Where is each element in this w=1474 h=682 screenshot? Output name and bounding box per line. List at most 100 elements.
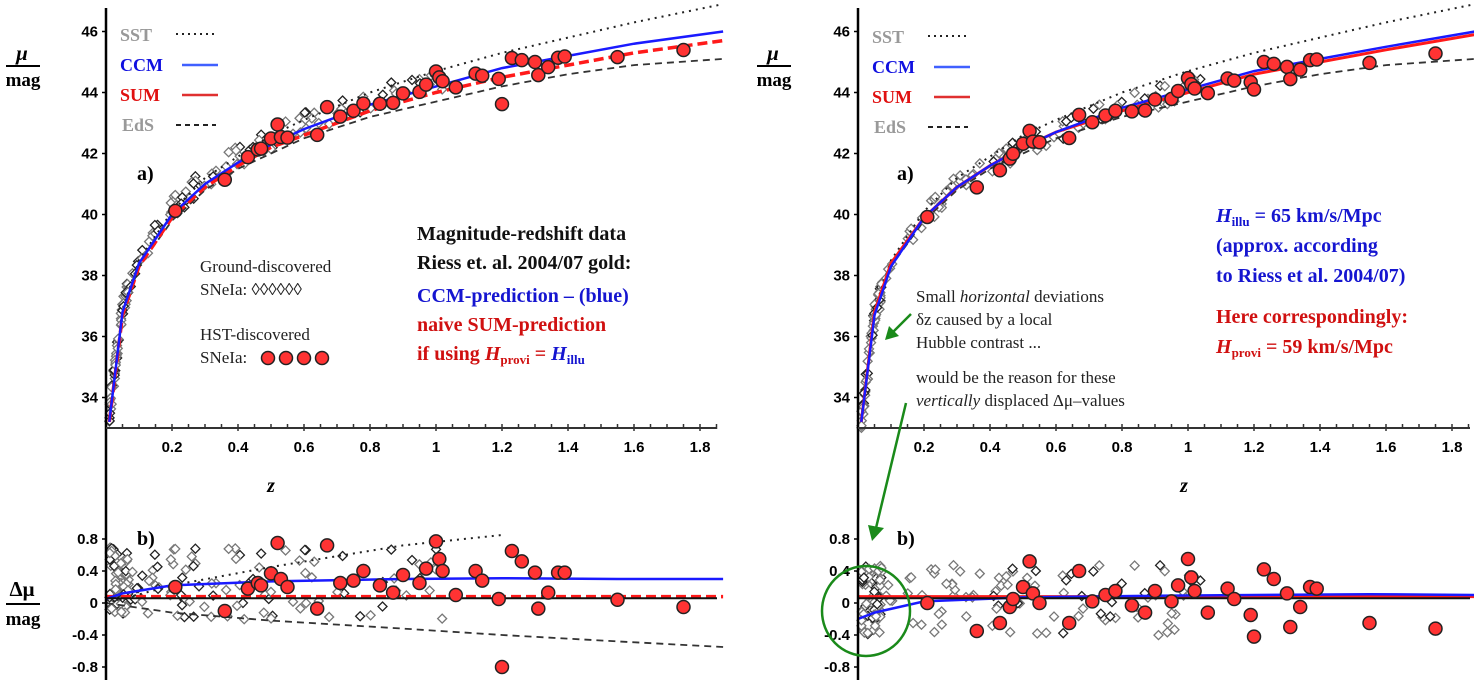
hst-residual-point [540,585,556,600]
ground-residual-point [1166,607,1178,619]
text-part: vertically [916,391,981,410]
hst-point [1283,71,1298,87]
legend-sst-label: SST [872,27,904,47]
ground-point [188,178,199,189]
ground-residual-point [1161,626,1173,638]
ground-residual-point [176,572,188,584]
ground-residual-point [337,550,348,562]
ground-residual-point [258,607,270,619]
ground-point [223,146,235,158]
ground-residual-point [1073,610,1084,622]
hst-residual-point [491,591,506,607]
x-tick-label: 1.2 [492,439,513,456]
xlabel-z-left: z [266,475,275,497]
hst-residual-point [280,579,295,595]
ground-residual-point [188,560,199,572]
ground-residual-point [905,571,917,583]
hst-legend-marker [260,350,276,366]
hst-point [514,52,530,68]
ground-residual-point [127,566,138,578]
x-tick-label: 1.6 [1376,439,1397,456]
hst-point [1362,55,1377,71]
panel-b-label-left: b) [137,528,155,550]
ground-residual-point [198,601,210,613]
text-part: Small [916,287,960,306]
ground-residual-point [253,562,265,573]
y-tick-label: 42 [81,146,98,163]
y-tick-label: 44 [833,85,850,102]
hst-residual-point [527,565,543,580]
ground-residual-point [294,603,306,614]
hst-points-right [920,46,1443,644]
hst-residual-point [1220,581,1235,596]
hst-residual-point [217,603,233,619]
hst-point [1428,46,1443,61]
hst-residual-point [1243,607,1258,623]
hst-residual-point [557,565,572,580]
h-provi-text: Hprovi = 59 km/s/Mpc [1215,336,1393,360]
ground-residual-point [1031,628,1043,639]
hst-point [1309,52,1324,67]
hst-residual-point [448,587,464,603]
ground-residual-point [143,575,155,587]
hst-residual-point [1085,594,1100,609]
ground-residual-point [136,570,148,582]
ground-residual-point [936,619,948,631]
hst-residual-point [1164,594,1179,609]
ground-residual-point [1040,627,1052,639]
ground-residual-point [916,619,927,631]
ground-residual-point [255,548,267,559]
ground-point [1060,116,1072,127]
text-part: displaced Δμ–values [980,391,1125,410]
ground-snela-label: SNeIa: ◊◊◊◊◊◊ [200,280,302,299]
x-tick-label: 0.8 [360,439,381,456]
y-tick-label: 34 [81,390,98,407]
hst-point [1147,92,1163,107]
ground-residual-point [120,565,132,577]
hst-residual-point [1309,581,1324,596]
hst-residual-point [1256,562,1272,577]
hst-point [1061,130,1077,146]
y-tick-label: 34 [833,390,850,407]
hst-residual-point [1279,586,1295,601]
y-tick-label-b: -0.8 [824,659,850,676]
hst-residual-point [412,575,427,591]
hst-point [1187,81,1202,96]
ground-point [1087,103,1099,115]
legend-sum-label: SUM [872,87,912,107]
ground-residual-point [1162,617,1174,629]
ground-residual-point [1154,559,1166,571]
ground-residual-point [1153,629,1164,641]
hst-point [1279,59,1295,75]
hst-residual-point [1246,629,1262,644]
y-tick-label-b: -0.8 [72,659,98,676]
arrow-shaft [890,313,912,335]
ground-residual-point [299,544,311,556]
x-tick-label: 1 [432,439,440,456]
left-figure: 0.2 0.4 0.6 0.8 1 1.2 1.4 1.6 1.8 34 36 38 40 42 44 46 -… [6,3,724,680]
x-tick-label: 1.6 [624,439,645,456]
ground-residual-point [184,596,196,607]
ground-point [406,74,418,86]
ground-residual-point [1002,579,1014,591]
h-symbol: H [1215,336,1233,358]
panel-a-label-right: a) [897,163,914,185]
ground-residual-point [299,567,311,579]
sum-prediction-text: naive SUM-prediction [417,314,606,336]
hst-residual-point [920,595,935,611]
hst-point [356,96,371,111]
y-tick-label: 36 [833,329,850,346]
ground-residual-point [365,609,377,621]
y-tick-label-b: 0.8 [829,531,850,548]
hst-residual-point [969,623,985,639]
y-tick-label: 40 [833,207,850,224]
hst-legend-marker [278,350,294,366]
hst-point [168,203,183,219]
text-part: horizontal [960,287,1030,306]
panel-a-label-left: a) [137,163,154,185]
ground-residual-point [110,583,122,595]
ground-residual-point [122,553,133,565]
hst-point [1071,107,1087,123]
ground-residual-point [993,572,1005,584]
